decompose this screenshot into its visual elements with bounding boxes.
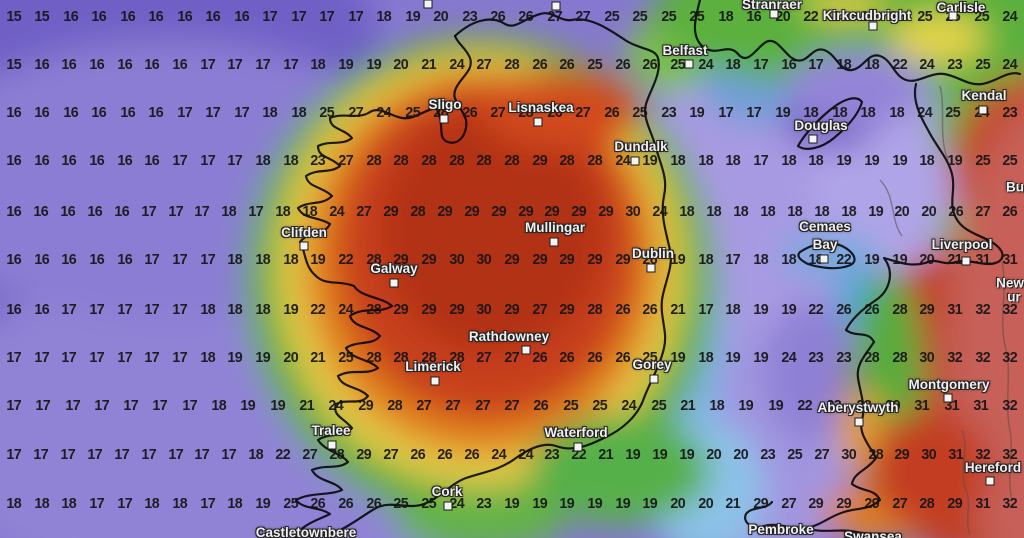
city-name: Dublin (632, 246, 674, 261)
city-name: Lisnaskea (508, 100, 574, 115)
city-label-mullingar[interactable]: Mullingar (525, 219, 585, 237)
city-name: Belfast (662, 43, 708, 58)
partial-city-label: New (996, 275, 1024, 291)
city-marker-kendal[interactable] (978, 105, 988, 115)
city-marker-mullingar[interactable] (549, 237, 559, 247)
city-name: Dundalk (614, 139, 668, 154)
city-label-kendal[interactable]: Kendal (961, 87, 1006, 105)
city-label-hereford[interactable]: Hereford (965, 459, 1021, 477)
city-name: Aberystwyth (817, 400, 899, 415)
city-name: Swansea (844, 529, 902, 538)
city-name: Kendal (961, 88, 1007, 103)
city-marker-dublin[interactable] (646, 263, 656, 273)
city-marker-unlabeled[interactable] (423, 0, 433, 9)
partial-city-label: ur (1007, 289, 1021, 305)
admin-borders (879, 85, 1013, 535)
city-label-castletownbere[interactable]: Castletownbere (256, 524, 357, 538)
city-marker-montgomery[interactable] (943, 393, 953, 403)
city-marker-carlisle[interactable] (948, 11, 958, 21)
city-label-stranraer[interactable]: Stranraer (742, 0, 802, 14)
city-marker-galway[interactable] (389, 278, 399, 288)
city-name: Cemaes Bay (799, 219, 851, 252)
city-marker-cemaes-bay[interactable] (819, 254, 829, 264)
city-label-douglas[interactable]: Douglas (794, 117, 847, 135)
city-name: Galway (370, 261, 418, 276)
city-marker-belfast[interactable] (684, 59, 694, 69)
city-marker-cork[interactable] (443, 501, 453, 511)
city-marker-limerick[interactable] (430, 376, 440, 386)
city-name: Kirkcudbright (822, 8, 912, 23)
city-label-cork[interactable]: Cork (432, 483, 463, 501)
city-marker-douglas[interactable] (808, 134, 818, 144)
city-label-limerick[interactable]: Limerick (405, 358, 461, 376)
city-marker-aberystwyth[interactable] (854, 417, 864, 427)
city-label-clifden[interactable]: Clifden (281, 224, 327, 242)
city-marker-clifden[interactable] (299, 241, 309, 251)
city-label-pembroke[interactable]: Pembroke (748, 521, 813, 538)
city-marker-tralee[interactable] (327, 440, 337, 450)
city-name: Pembroke (748, 522, 814, 537)
partial-city-label: Bu (1006, 179, 1024, 195)
city-name: Rathdowney (468, 329, 550, 344)
city-marker-hereford[interactable] (985, 476, 995, 486)
city-marker-sligo[interactable] (439, 114, 449, 124)
city-marker-lisnaskea[interactable] (533, 117, 543, 127)
city-name: Stranraer (741, 0, 803, 12)
city-marker-waterford[interactable] (573, 442, 583, 452)
city-marker-rathdowney[interactable] (521, 345, 531, 355)
city-name: Castletownbere (255, 525, 357, 538)
city-name: Cork (431, 484, 463, 499)
coastlines (292, 0, 1022, 538)
city-name: Waterford (544, 425, 608, 440)
city-label-aberystwyth[interactable]: Aberystwyth (817, 399, 898, 417)
city-label-galway[interactable]: Galway (370, 260, 417, 278)
city-name: Sligo (428, 97, 462, 112)
city-marker-dundalk[interactable] (630, 156, 640, 166)
city-name: Clifden (281, 225, 327, 240)
city-name: Hereford (964, 460, 1022, 475)
city-marker-kirkcudbright[interactable] (868, 21, 878, 31)
city-name: Montgomery (908, 377, 990, 392)
city-label-belfast[interactable]: Belfast (662, 42, 707, 60)
city-label-carlisle[interactable]: Carlisle (937, 0, 986, 17)
city-marker-gorey[interactable] (649, 374, 659, 384)
city-label-rathdowney[interactable]: Rathdowney (469, 328, 549, 346)
city-label-gorey[interactable]: Gorey (632, 356, 671, 374)
city-name: Carlisle (936, 0, 986, 15)
city-label-sligo[interactable]: Sligo (429, 96, 462, 114)
city-label-dundalk[interactable]: Dundalk (614, 138, 667, 156)
city-label-tralee[interactable]: Tralee (311, 422, 350, 440)
city-label-montgomery[interactable]: Montgomery (909, 376, 990, 394)
city-label-cemaes-bay[interactable]: Cemaes Bay (799, 218, 851, 254)
city-marker-stranraer[interactable] (769, 9, 779, 19)
city-label-lisnaskea[interactable]: Lisnaskea (508, 99, 573, 117)
city-label-liverpool[interactable]: Liverpool (932, 236, 993, 254)
city-name: Limerick (405, 359, 461, 374)
city-name: Liverpool (931, 237, 993, 252)
city-marker-unlabeled[interactable] (551, 1, 561, 11)
city-name: Douglas (794, 118, 848, 133)
city-label-kirkcudbright[interactable]: Kirkcudbright (823, 7, 912, 25)
city-name: Tralee (311, 423, 351, 438)
city-name: Gorey (632, 357, 672, 372)
city-label-swansea[interactable]: Swansea (844, 528, 902, 538)
city-name: Mullingar (525, 220, 585, 235)
city-label-dublin[interactable]: Dublin (632, 245, 674, 263)
city-label-waterford[interactable]: Waterford (544, 424, 607, 442)
city-marker-liverpool[interactable] (961, 256, 971, 266)
